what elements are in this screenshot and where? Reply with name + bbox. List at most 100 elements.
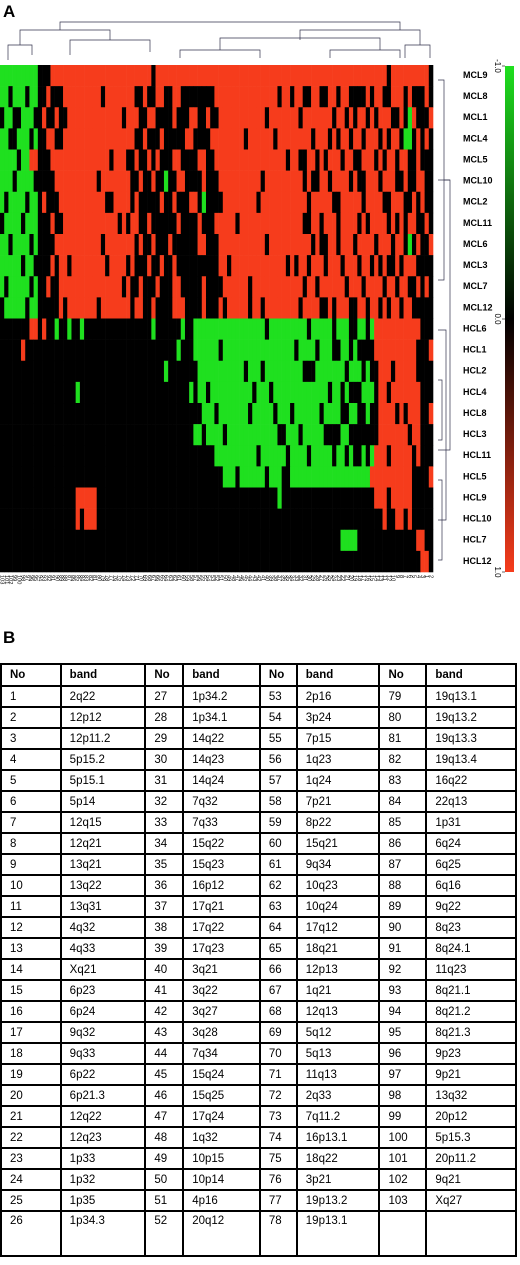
- heat-cell: [277, 466, 282, 488]
- heat-cell: [290, 170, 295, 193]
- column-label: 68: [146, 575, 152, 581]
- heat-cell: [205, 445, 211, 467]
- heat-cell: [281, 128, 287, 150]
- heat-cell: [33, 466, 39, 488]
- heat-cell: [348, 508, 354, 531]
- table-cell: 35: [144, 853, 185, 876]
- heat-cell: [336, 234, 341, 256]
- heat-cell: [63, 297, 68, 319]
- heat-cell: [332, 318, 337, 340]
- heat-cell: [159, 234, 165, 256]
- heat-cell: [252, 212, 257, 235]
- heat-cell: [50, 403, 55, 425]
- heat-cell: [121, 529, 127, 552]
- heat-cell: [163, 318, 169, 340]
- table-row: 3 12p11.2 29 14q22 55 7p15 81 19q13.3: [0, 727, 517, 750]
- column-label: 36: [280, 575, 286, 581]
- heat-cell: [113, 65, 119, 87]
- heat-cell: [260, 276, 266, 298]
- heat-cell: [369, 487, 375, 509]
- heat-cell: [290, 318, 295, 340]
- table-cell: 58: [258, 790, 298, 813]
- heat-cell: [21, 403, 26, 425]
- heat-cell: [256, 318, 261, 340]
- heat-cell: [4, 170, 9, 193]
- heat-cell: [79, 191, 85, 214]
- heat-cell: [357, 318, 362, 340]
- heat-cell: [71, 191, 76, 214]
- heat-cell: [8, 149, 13, 171]
- heat-cell: [16, 466, 22, 488]
- column-label: 33: [293, 575, 299, 581]
- heat-cell: [264, 318, 270, 340]
- column-label: 34: [289, 575, 295, 581]
- heat-cell: [172, 212, 177, 235]
- heat-cell: [285, 191, 291, 214]
- panel-label: A: [3, 2, 16, 21]
- heat-cell: [197, 550, 203, 573]
- heat-cell: [126, 318, 131, 340]
- heat-cell: [50, 318, 55, 340]
- heat-cell: [16, 403, 22, 425]
- heat-cell: [365, 276, 371, 298]
- table-cell: 14q23: [182, 748, 261, 771]
- heat-cell: [163, 487, 169, 509]
- heat-cell: [264, 550, 270, 573]
- heat-cell: [21, 212, 26, 235]
- heat-cell: [168, 107, 173, 129]
- heat-cell: [134, 550, 140, 573]
- table-cell: 73: [258, 1105, 298, 1128]
- heat-cell: [79, 255, 85, 277]
- heat-cell: [302, 128, 308, 150]
- heat-cell: [348, 86, 354, 108]
- heat-cell: [8, 170, 13, 193]
- heat-cell: [281, 550, 287, 573]
- heat-cell: [50, 86, 55, 108]
- heat-cell: [386, 128, 392, 150]
- heat-cell: [126, 107, 131, 129]
- heat-cell: [306, 424, 312, 446]
- heat-cell: [63, 466, 68, 488]
- heat-cell: [235, 234, 240, 256]
- heat-cell: [29, 86, 34, 108]
- heat-cell: [361, 149, 367, 171]
- heat-cell: [353, 212, 358, 235]
- heat-cell: [378, 339, 383, 362]
- heat-cell: [205, 381, 211, 404]
- heat-cell: [37, 191, 43, 214]
- heat-cell: [390, 445, 396, 467]
- heat-cell: [281, 466, 287, 488]
- heat-cell: [395, 212, 400, 235]
- table-row: 10 13q22 36 16p12 62 10q23 88 6q16: [0, 874, 517, 897]
- heat-cell: [84, 445, 89, 467]
- heat-cell: [374, 86, 379, 108]
- heat-cell: [235, 128, 240, 150]
- heat-cell: [96, 170, 102, 193]
- heat-cell: [395, 381, 400, 404]
- heat-cell: [54, 466, 60, 488]
- heat-cell: [0, 170, 5, 193]
- column-label: 100: [15, 575, 21, 584]
- table-cell: 8: [0, 832, 62, 855]
- heat-cell: [390, 170, 396, 193]
- heat-cell: [243, 128, 249, 150]
- heat-cell: [264, 234, 270, 256]
- table-cell: 25: [0, 1189, 62, 1212]
- heat-cell: [277, 65, 282, 87]
- heat-cell: [46, 403, 51, 425]
- heat-cell: [54, 529, 60, 552]
- table-cell: 14q22: [182, 727, 261, 750]
- heat-cell: [184, 550, 190, 573]
- heat-cell: [50, 360, 55, 383]
- heat-cell: [298, 107, 303, 129]
- heat-cell: [327, 255, 333, 277]
- heat-cell: [46, 529, 51, 552]
- heat-cell: [214, 128, 219, 150]
- heat-cell: [105, 508, 110, 531]
- heat-cell: [197, 276, 203, 298]
- heat-cell: [382, 466, 388, 488]
- table-cell: 1: [0, 685, 62, 708]
- heat-cell: [315, 170, 320, 193]
- heat-cell: [361, 212, 367, 235]
- heat-cell: [353, 255, 358, 277]
